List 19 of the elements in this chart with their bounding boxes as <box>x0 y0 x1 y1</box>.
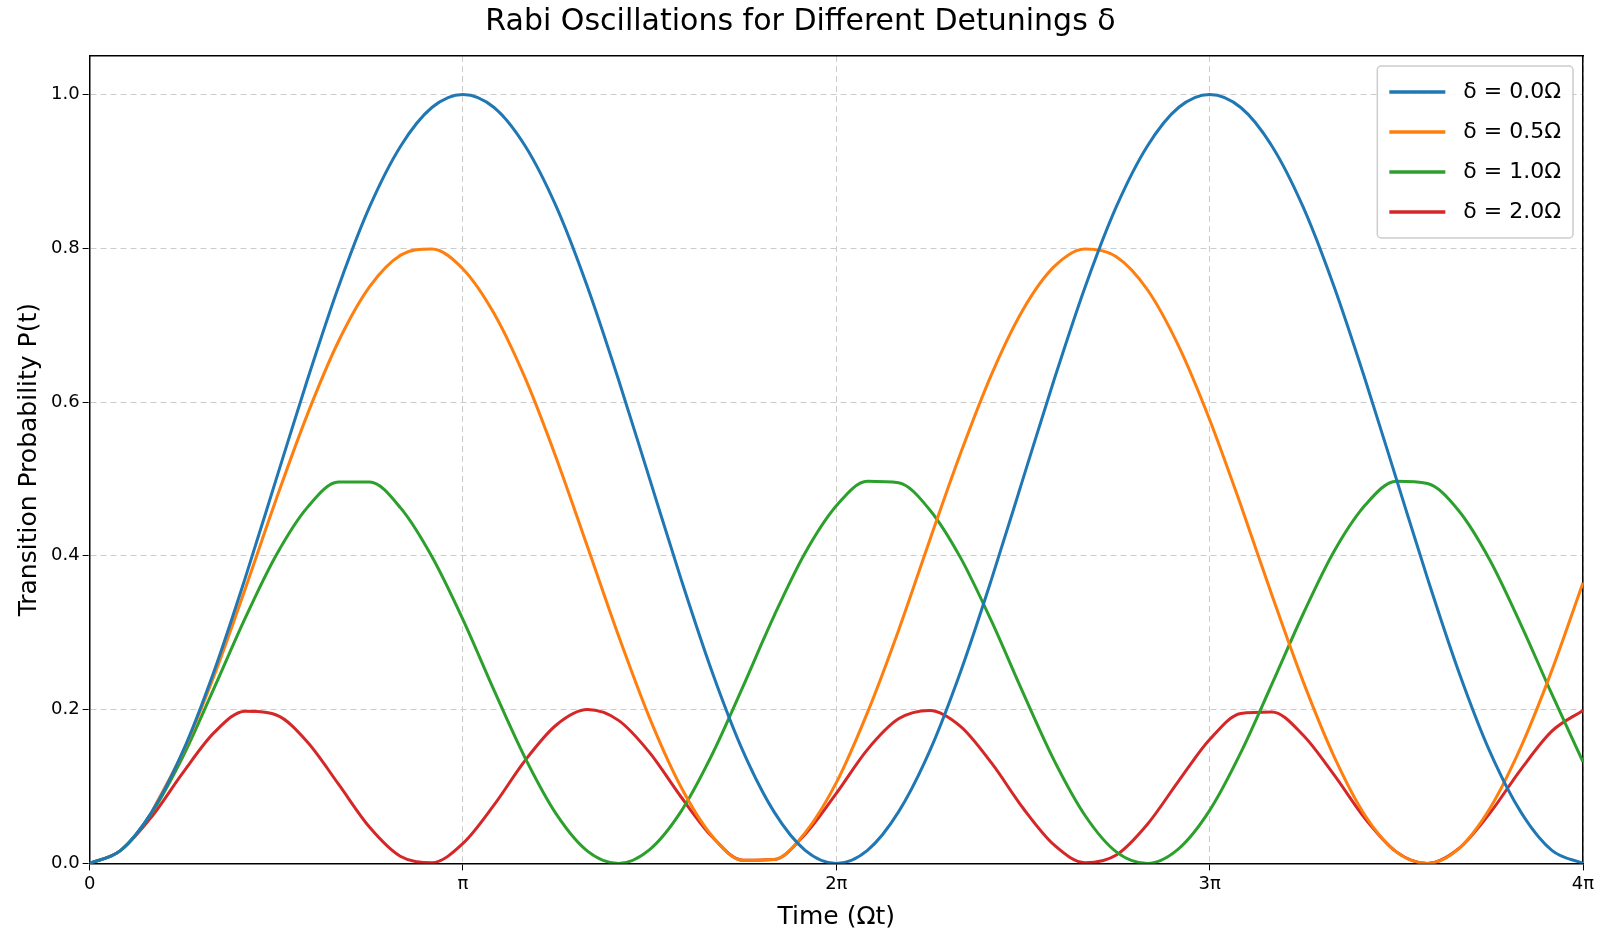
y-tick-label: 0.4 <box>50 543 80 565</box>
y-tick-label: 0.2 <box>50 697 80 719</box>
chart-title: Rabi Oscillations for Different Detunings δ <box>485 1 1116 37</box>
x-tick-label: π <box>457 871 469 893</box>
y-tick-label: 1.0 <box>50 82 80 104</box>
x-axis-title: Time (Ωt) <box>776 900 896 930</box>
y-tick-label: 0.8 <box>50 235 80 257</box>
legend-label: δ = 0.5Ω <box>1463 117 1562 143</box>
y-tick-label: 0.6 <box>50 389 80 411</box>
legend-label: δ = 1.0Ω <box>1463 157 1562 183</box>
y-axis-title: Transition Probability P(t) <box>12 303 42 618</box>
x-tick-label: 0 <box>83 871 96 893</box>
x-tick-label: 4π <box>1571 871 1595 893</box>
legend-label: δ = 0.0Ω <box>1463 77 1562 103</box>
y-tick-label: 0.0 <box>50 851 80 873</box>
legend-label: δ = 2.0Ω <box>1463 197 1562 223</box>
x-tick-label: 2π <box>825 871 848 893</box>
line-series <box>150 247 1583 864</box>
x-tick-label: 3π <box>1198 871 1221 893</box>
